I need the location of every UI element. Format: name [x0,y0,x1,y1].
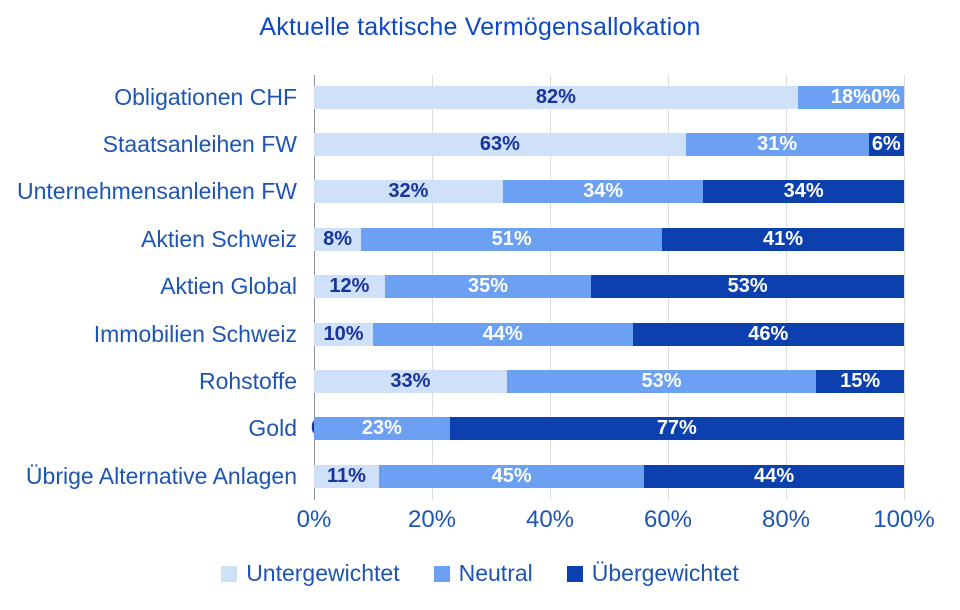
bar-value-label: 82% [535,85,576,108]
bar-segment-neutral: 44% [373,322,633,346]
category-label-gold: Gold [248,415,297,442]
bar-segment-neutral: 18% [797,85,904,109]
bar-segment-bergewichtet: 41% [662,227,904,251]
bar-segment-neutral: 53% [506,369,817,393]
bar-value-label: 23% [361,417,402,440]
bar-value-label: 32% [388,180,429,203]
plot-area: 82% 18% 0% 63% 31% 6% 32% 34% 34% 8% 51% 41% 12% 35% 5… [311,75,905,500]
bar-value-label: 44% [482,322,523,345]
bar-value-label: 12% [329,275,370,298]
x-axis-ticks: 0% 20% 40% 60% 80% 100% [297,506,935,536]
bar-value-label: 6% [871,132,901,155]
legend-label: Neutral [458,560,533,586]
bar-value-label: 8% [323,227,353,250]
x-tick-label: 20% [407,506,457,533]
bar-value-label: 77% [656,417,697,440]
bar-segment-untergewichtet: 8% [314,227,362,251]
category-label-unternehmensanleihen-fw: Unternehmensanleihen FW [17,178,297,205]
bar-segment-bergewichtet: 53% [591,275,904,299]
bar-row-immobilien-schweiz: 10% 44% 46% [314,322,904,346]
bar-value-label: 0% [871,85,900,108]
bar-row-rohstoffe: 33% 53% 15% [314,369,904,393]
x-tick-label: 0% [296,506,332,533]
bar-value-label: 45% [491,464,532,487]
bar-row-unternehmensanleihen-fw: 32% 34% 34% [314,180,904,204]
bar-value-label: 51% [491,227,532,250]
x-tick-label: 40% [525,506,575,533]
bar-row-staatsanleihen-fw: 63% 31% 6% [314,132,904,156]
legend: Untergewichtet Neutral Übergewichtet [0,560,960,587]
bar-value-label: 34% [783,180,824,203]
category-label-obligationen-chf: Obligationen CHF [114,83,297,110]
bar-row-gold: 0%23%77% [311,417,904,441]
bar-value-label: 41% [763,227,804,250]
bar-row-aktien-global: 12% 35% 53% [314,275,904,299]
bar-value-label: 34% [583,180,624,203]
legend-swatch-icon [566,565,583,582]
bar-row-brige-alternative-anlagen: 11% 45% 44% [314,464,904,488]
legend-label: Übergewichtet [591,560,739,586]
bar-segment-neutral: 45% [378,464,645,488]
bar-segment-bergewichtet: 46% [632,322,904,346]
bar-value-label: 53% [641,369,682,392]
legend-label: Untergewichtet [246,560,400,586]
gridline [903,75,905,500]
bar-value-label: 11% [326,464,366,487]
bar-segment-untergewichtet: 33% [314,369,507,393]
bar-value-label: 18% [830,85,871,108]
category-label-brige-alternative-anlagen: Übrige Alternative Anlagen [25,462,297,489]
bar-value-label: 15% [840,369,881,392]
bar-value-label: 44% [754,464,795,487]
bar-segment-bergewichtet: 77% [449,417,904,441]
category-label-staatsanleihen-fw: Staatsanleihen FW [102,130,297,157]
x-tick-label: 100% [873,506,935,533]
x-tick-label: 60% [643,506,693,533]
legend-swatch-icon [221,565,238,582]
x-tick-label: 80% [761,506,811,533]
bar-value-label: 35% [468,275,509,298]
bar-segment-neutral: 35% [384,275,592,299]
legend-item-untergewichtet: Untergewichtet [221,560,400,587]
bar-segment-bergewichtet: 15% [816,369,904,393]
bar-value-label: 31% [757,132,798,155]
category-label-aktien-global: Aktien Global [160,273,297,300]
bar-segment-bergewichtet: 44% [644,464,904,488]
legend-item-neutral: Neutral [433,560,533,587]
bar-value-label: 53% [727,275,768,298]
bar-segment-neutral: 51% [361,227,663,251]
category-label-immobilien-schweiz: Immobilien Schweiz [93,320,297,347]
bar-segment-untergewichtet: 82% [314,85,798,109]
bar-segment-neutral: 23% [314,417,450,441]
bar-row-aktien-schweiz: 8% 51% 41% [314,227,904,251]
bar-segment-untergewichtet: 10% [314,322,373,346]
bar-segment-bergewichtet: 6% [868,132,904,156]
bar-segment-neutral: 34% [502,180,704,204]
bar-segment-untergewichtet: 11% [314,464,379,488]
bar-value-label: 10% [323,322,364,345]
bar-segment-untergewichtet: 63% [314,132,686,156]
legend-item-bergewichtet: Übergewichtet [566,560,739,587]
bar-row-obligationen-chf: 82% 18% 0% [314,85,904,109]
category-label-rohstoffe: Rohstoffe [198,367,297,394]
legend-swatch-icon [433,565,450,582]
bar-segment-bergewichtet: 34% [703,180,904,204]
bar-value-label: 46% [748,322,789,345]
bar-value-label: 33% [390,369,431,392]
bar-segment-untergewichtet: 32% [314,180,503,204]
bar-value-label: 63% [479,132,520,155]
bar-segment-neutral: 31% [685,132,869,156]
bar-segment-untergewichtet: 12% [314,275,385,299]
category-label-aktien-schweiz: Aktien Schweiz [141,225,297,252]
chart-title: Aktuelle taktische Vermögensallokation [259,13,701,41]
